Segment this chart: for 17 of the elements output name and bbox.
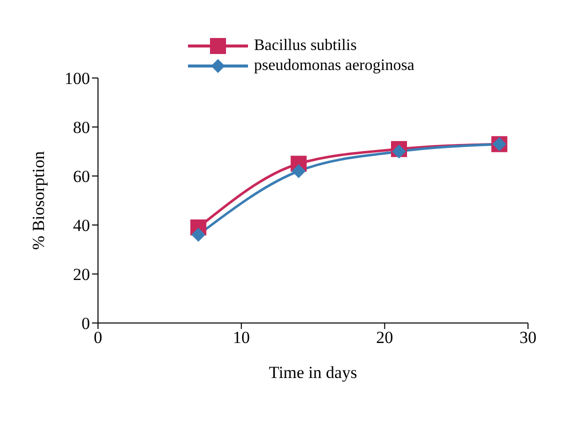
point: [292, 164, 306, 178]
x-tick-label: 30: [520, 328, 536, 348]
x-tick-label: 0: [94, 328, 102, 348]
x-tick-label: 20: [376, 328, 394, 348]
point: [392, 144, 406, 158]
y-tick-label: 40: [73, 216, 90, 236]
x-tick-label: 10: [232, 328, 250, 348]
y-tick-label: 80: [73, 118, 90, 138]
y-tick-label: 0: [82, 314, 90, 334]
legend-label: pseudomonas aeroginosa: [254, 56, 414, 76]
y-axis-title: % Biosorption: [29, 150, 48, 250]
y-tick-label: 100: [64, 69, 90, 88]
y-tick-label: 60: [73, 167, 90, 186]
x-axis-title: Time in days: [268, 363, 358, 382]
legend-label: Bacillus subtilis: [254, 36, 357, 56]
y-tick-label: 20: [73, 265, 90, 284]
point: [191, 228, 206, 242]
